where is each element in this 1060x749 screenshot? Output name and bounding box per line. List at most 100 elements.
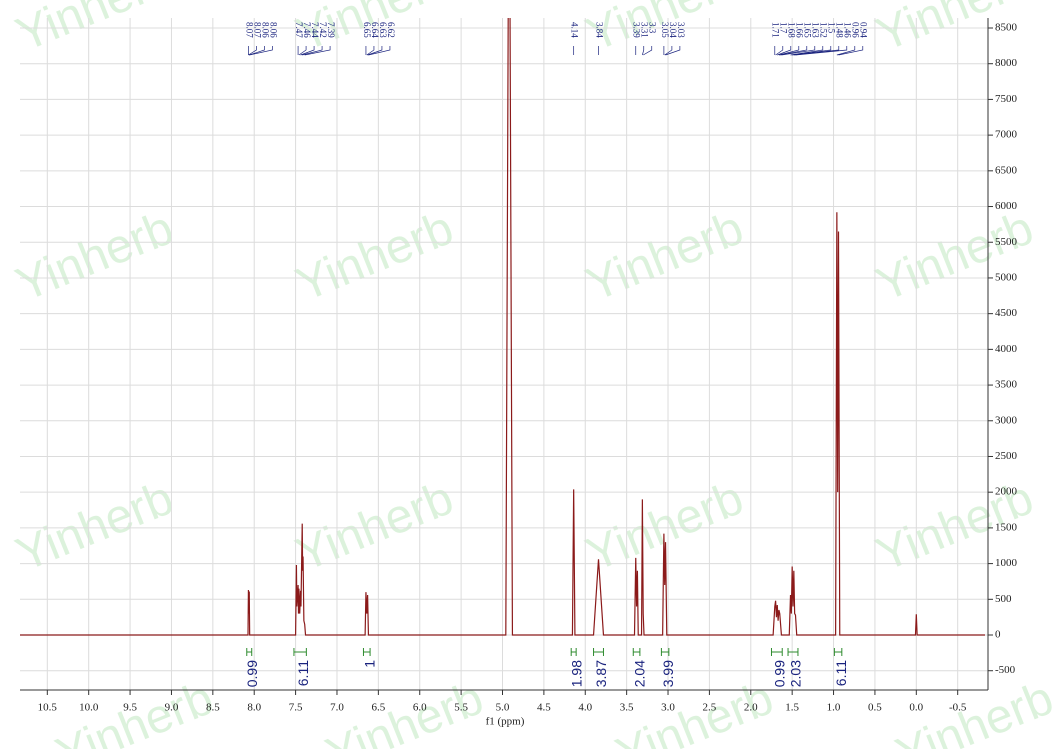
peak-label: 8.07 bbox=[244, 22, 254, 38]
y-tick-label: 0 bbox=[995, 629, 1001, 641]
peak-label: 7.42 bbox=[318, 22, 328, 38]
y-tick-label: 3000 bbox=[995, 414, 1018, 426]
peak-label: 7.46 bbox=[302, 22, 312, 38]
x-tick-label: 8.5 bbox=[206, 702, 220, 714]
peak-connector bbox=[778, 46, 800, 56]
integral-label: 2.03 bbox=[788, 660, 804, 687]
peak-connector bbox=[836, 46, 856, 56]
peak-connector bbox=[368, 46, 391, 56]
x-tick-label: 9.0 bbox=[165, 702, 179, 714]
peak-connector bbox=[790, 46, 824, 56]
peak-label: 3.05 bbox=[660, 22, 670, 38]
peak-label: 3.84 bbox=[594, 22, 604, 38]
integral-label: 0.99 bbox=[772, 660, 788, 687]
peak-label: 7.47 bbox=[294, 22, 304, 38]
peak-connector bbox=[777, 46, 792, 56]
peak-connector bbox=[302, 46, 323, 56]
integral-bracket bbox=[660, 648, 670, 656]
peak-label: 8.07 bbox=[252, 22, 262, 38]
peak-connector bbox=[792, 46, 832, 56]
peak-label: 8.06 bbox=[268, 22, 278, 38]
integral-bracket bbox=[246, 648, 253, 656]
peak-connector bbox=[665, 46, 681, 56]
y-tick-label: 4000 bbox=[995, 343, 1018, 355]
watermark: Yinherb bbox=[289, 201, 461, 311]
peak-connector bbox=[304, 46, 331, 56]
watermark: Yinherb bbox=[579, 201, 751, 311]
x-tick-label: 5.5 bbox=[454, 702, 468, 714]
x-tick-label: 2.5 bbox=[703, 702, 717, 714]
x-tick-label: 4.5 bbox=[537, 702, 551, 714]
peak-connector bbox=[664, 46, 673, 56]
peak-label: 6.64 bbox=[370, 22, 380, 38]
x-tick-label: 9.5 bbox=[123, 702, 137, 714]
integral-bracket bbox=[362, 648, 371, 656]
peak-connector bbox=[642, 46, 645, 56]
y-tick-label: 8500 bbox=[995, 22, 1018, 34]
peak-label: 3.04 bbox=[668, 22, 678, 38]
integral-bracket bbox=[833, 648, 843, 656]
peak-connector bbox=[248, 46, 257, 56]
peak-label: 7.44 bbox=[310, 22, 320, 38]
peak-label: 1.71 bbox=[771, 22, 781, 38]
peak-label: 1.48 bbox=[835, 22, 845, 38]
peak-label: 3.31 bbox=[640, 22, 650, 38]
integral-label: 3.99 bbox=[660, 660, 676, 687]
spectrum-line bbox=[20, 18, 985, 636]
peak-label: 1.5 bbox=[827, 22, 837, 34]
x-tick-label: -0.5 bbox=[949, 702, 967, 714]
peak-connector bbox=[643, 46, 653, 56]
y-tick-label: 5500 bbox=[995, 236, 1018, 248]
peak-connector bbox=[775, 46, 784, 56]
watermark: Yinherb bbox=[9, 471, 181, 581]
peak-label: 3.3 bbox=[648, 22, 658, 34]
x-tick-label: 5.0 bbox=[496, 702, 510, 714]
x-tick-label: 6.0 bbox=[413, 702, 427, 714]
peak-label: 1.46 bbox=[843, 22, 853, 38]
y-tick-label: 500 bbox=[995, 593, 1012, 605]
peak-label: 1.7 bbox=[779, 22, 789, 34]
peak-connector bbox=[779, 46, 808, 56]
y-tick-label: 7000 bbox=[995, 129, 1018, 141]
y-tick-label: 5000 bbox=[995, 271, 1018, 283]
x-tick-label: 6.5 bbox=[371, 702, 385, 714]
integral-label: 6.11 bbox=[295, 660, 311, 686]
x-tick-label: 2.0 bbox=[744, 702, 758, 714]
y-tick-label: 3500 bbox=[995, 379, 1018, 391]
peak-connector bbox=[300, 46, 315, 56]
peak-label: 4.14 bbox=[570, 22, 580, 38]
y-tick-label: 1000 bbox=[995, 557, 1018, 569]
peak-label: 1.63 bbox=[811, 22, 821, 38]
y-tick-label: -500 bbox=[995, 664, 1016, 676]
integral-bracket bbox=[632, 648, 641, 656]
y-tick-label: 1500 bbox=[995, 521, 1018, 533]
integral-label: 3.87 bbox=[593, 660, 609, 687]
watermark: Yinherb bbox=[289, 471, 461, 581]
peak-connector bbox=[793, 46, 840, 56]
peak-label: 1.52 bbox=[819, 22, 829, 38]
y-tick-label: 6000 bbox=[995, 200, 1018, 212]
peak-label: 3.39 bbox=[632, 22, 642, 38]
peak-label: 0.96 bbox=[851, 22, 861, 38]
y-tick-label: 2500 bbox=[995, 450, 1018, 462]
x-axis-label: f1 (ppm) bbox=[486, 716, 525, 728]
peak-label: 1.66 bbox=[795, 22, 805, 38]
x-tick-label: 4.0 bbox=[578, 702, 592, 714]
integral-bracket bbox=[593, 648, 604, 656]
peak-label: 0.94 bbox=[859, 22, 869, 38]
peak-label: 6.63 bbox=[378, 22, 388, 38]
x-tick-label: 8.0 bbox=[247, 702, 261, 714]
integral-bracket bbox=[770, 648, 783, 656]
peak-label: 6.65 bbox=[362, 22, 372, 38]
peak-connector bbox=[781, 46, 816, 56]
peak-label: 7.39 bbox=[326, 22, 336, 38]
x-tick-label: 1.5 bbox=[785, 702, 799, 714]
x-tick-label: 10.5 bbox=[38, 702, 58, 714]
y-tick-label: 8000 bbox=[995, 57, 1018, 69]
integral-bracket bbox=[293, 648, 307, 656]
peak-connector bbox=[249, 46, 265, 56]
peak-label: 8.06 bbox=[260, 22, 270, 38]
x-tick-label: 7.5 bbox=[289, 702, 303, 714]
integral-label: 6.11 bbox=[833, 660, 849, 686]
y-tick-label: 4500 bbox=[995, 307, 1018, 319]
